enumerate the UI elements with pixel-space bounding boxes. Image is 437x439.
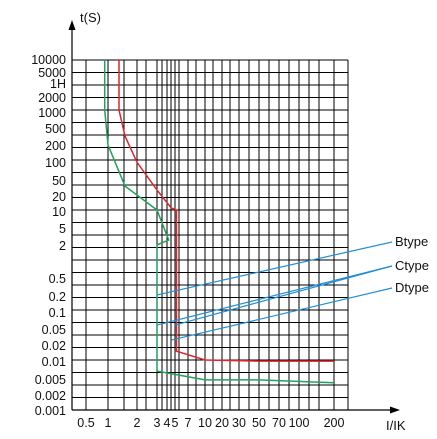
axes-layer: t(S) I/IK: [68, 10, 406, 433]
x-tick-label: 20: [215, 416, 229, 430]
annotation-leader-line: [156, 265, 393, 326]
series-line-red-curve: [118, 60, 334, 362]
y-tick-label: 500: [45, 122, 66, 136]
x-tick-label: 1: [105, 416, 112, 430]
y-tick-label: 2000: [38, 91, 66, 105]
y-tick-label: 10000: [31, 53, 66, 67]
annotation-label: Ctype: [395, 258, 429, 273]
y-tick-label: 10: [52, 205, 66, 219]
annotation-leader-line: [156, 241, 393, 296]
x-tick-label: 2: [134, 416, 141, 430]
x-tick-label: 70: [272, 416, 286, 430]
series-line-green-curve: [103, 60, 335, 384]
x-axis-arrow-icon: [390, 406, 400, 414]
x-tick-label: 0.5: [77, 416, 94, 430]
y-tick-label: 5000: [38, 66, 66, 80]
y-tick-label: 0.05: [42, 323, 66, 337]
y-tick-label: 0.02: [42, 339, 66, 353]
y-tick-label: 0.01: [42, 355, 66, 369]
y-tick-label: 1H: [50, 77, 66, 91]
x-tick-label: 100: [289, 416, 310, 430]
y-tick-label: 0.002: [35, 389, 66, 403]
annotation-leader-line: [171, 287, 393, 341]
grid-layer: [72, 59, 349, 411]
y-tick-label: 2: [59, 239, 66, 253]
y-tick-label: 0.2: [49, 290, 66, 304]
annotation-layer: Btype Ctype Dtype: [156, 234, 429, 341]
y-tick-label: 50: [52, 174, 66, 188]
series-layer: [103, 60, 335, 384]
x-tick-label: 7: [185, 416, 192, 430]
y-tick-label: 20: [52, 190, 66, 204]
annotation-label: Dtype: [395, 280, 429, 295]
x-tick-label: 50: [252, 416, 266, 430]
x-tick-label: 30: [232, 416, 246, 430]
y-tick-label: 5: [59, 222, 66, 236]
y-tick-label: 200: [45, 139, 66, 153]
y-tick-label: 0.1: [49, 306, 66, 320]
x-tick-label: 200: [324, 416, 345, 430]
annotation-label: Btype: [395, 234, 428, 249]
annotation-leader-line: [174, 265, 393, 326]
y-tick-label: 0.001: [35, 404, 66, 418]
y-tick-label: 0.5: [49, 272, 66, 286]
x-tick-label: 5: [172, 416, 179, 430]
y-tick-label: 100: [45, 156, 66, 170]
y-axis-arrow-icon: [68, 20, 76, 30]
y-axis-label: t(S): [80, 10, 101, 25]
y-tick-label: 0.005: [35, 373, 66, 387]
x-tick-labels: 0.5 1 2 3 4 5 7 10 20 30 50 70 100 200: [77, 416, 344, 430]
x-tick-label: 10: [198, 416, 212, 430]
y-tick-label: 1000: [38, 106, 66, 120]
x-tick-label: 3: [154, 416, 161, 430]
x-tick-label: 4: [164, 416, 171, 430]
x-axis-label: I/IK: [386, 418, 406, 433]
